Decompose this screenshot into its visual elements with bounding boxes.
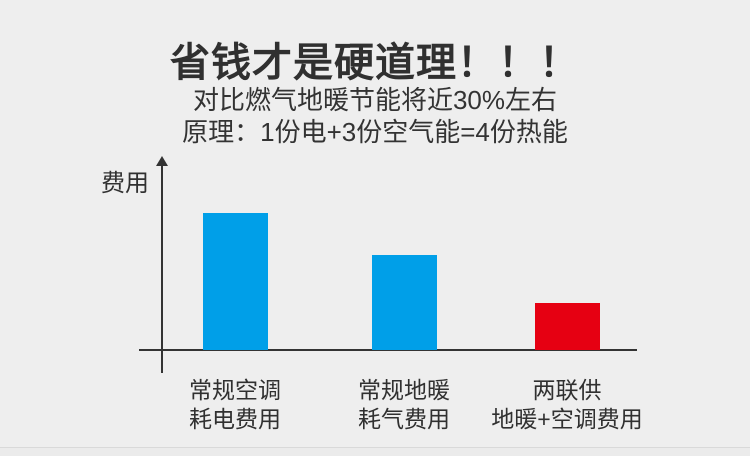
category-label-line: 两联供: [532, 377, 602, 403]
category-label-dual-supply: 两联供 地暖+空调费用: [457, 376, 677, 434]
page-title: 省钱才是硬道理！！！: [170, 41, 580, 85]
y-axis-label: 费用: [101, 170, 149, 197]
category-label-line: 耗气费用: [358, 406, 450, 432]
section-divider: [0, 447, 750, 448]
category-label-line: 常规地暖: [358, 377, 450, 403]
bar-dual-supply-heating-ac-cost: [535, 303, 600, 350]
x-axis-line: [139, 349, 637, 351]
up-arrow-icon: [156, 156, 168, 166]
subtitle-energy-saving: 对比燃气地暖节能将近30%左右: [192, 85, 558, 115]
y-axis-line: [161, 164, 163, 373]
next-section-edge: [0, 448, 750, 456]
category-label-line: 耗电费用: [189, 406, 281, 432]
category-label-line: 地暖+空调费用: [491, 406, 643, 432]
subtitle-principle: 原理：1份电+3份空气能=4份热能: [182, 117, 568, 147]
bar-conventional-ac-electricity-cost: [203, 213, 268, 350]
category-label-conventional-floor-heating: 常规地暖 耗气费用: [304, 376, 504, 434]
category-label-conventional-ac: 常规空调 耗电费用: [135, 376, 335, 434]
category-label-line: 常规空调: [189, 377, 281, 403]
bar-conventional-floor-heating-gas-cost: [372, 255, 437, 350]
